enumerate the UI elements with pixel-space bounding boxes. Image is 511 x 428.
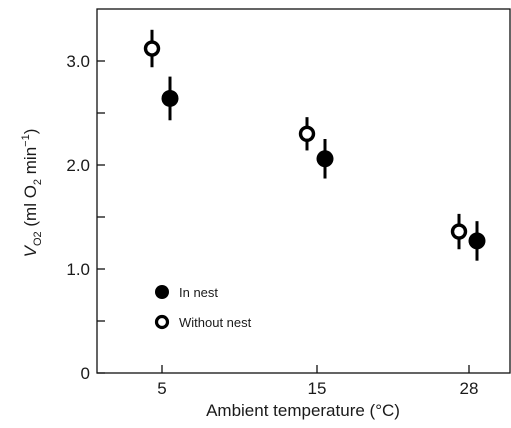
x-axis-ticks: 5 15 28 (157, 365, 478, 398)
y-axis-title-symbol-sub: O2 (32, 231, 44, 246)
data-point-without-nest (298, 125, 316, 143)
y-axis-ticks: 0 1.0 2.0 3.0 (66, 52, 105, 383)
legend-label-in-nest: In nest (179, 285, 218, 300)
y-tick-label: 0 (81, 364, 90, 383)
y-tick-label: 2.0 (66, 156, 90, 175)
y-tick-label: 1.0 (66, 260, 90, 279)
x-tick-label: 28 (460, 379, 479, 398)
y-axis-title-close: ) (21, 129, 40, 135)
plot-area (96, 8, 511, 374)
data-point-in-nest (316, 150, 334, 168)
y-axis-title-symbol: V (21, 244, 40, 257)
data-point-without-nest (450, 223, 468, 240)
y-axis-title-units-min: min (21, 147, 40, 179)
y-axis-title: VO2 (ml O2 min−1) (20, 129, 44, 258)
data-marks (143, 29, 486, 261)
y-axis-title-units-sub: 2 (32, 179, 44, 185)
y-axis-title-text: VO2 (ml O2 min−1) (20, 129, 44, 258)
plot-frame (96, 8, 511, 374)
x-axis-title: Ambient temperature (°C) (206, 401, 400, 420)
legend: In nest Without nest (154, 285, 252, 330)
legend-label-without-nest: Without nest (179, 315, 252, 330)
data-point-in-nest (468, 232, 486, 250)
data-point-in-nest (161, 89, 179, 107)
y-tick-label: 3.0 (66, 52, 90, 71)
legend-marker-without-nest (154, 314, 170, 330)
x-tick-label: 5 (157, 379, 166, 398)
data-point-without-nest (143, 40, 161, 57)
legend-marker-in-nest (155, 285, 169, 299)
x-tick-label: 15 (308, 379, 327, 398)
y-axis-title-units-sup: −1 (20, 134, 32, 147)
y-axis-title-units: (ml O (21, 185, 40, 227)
